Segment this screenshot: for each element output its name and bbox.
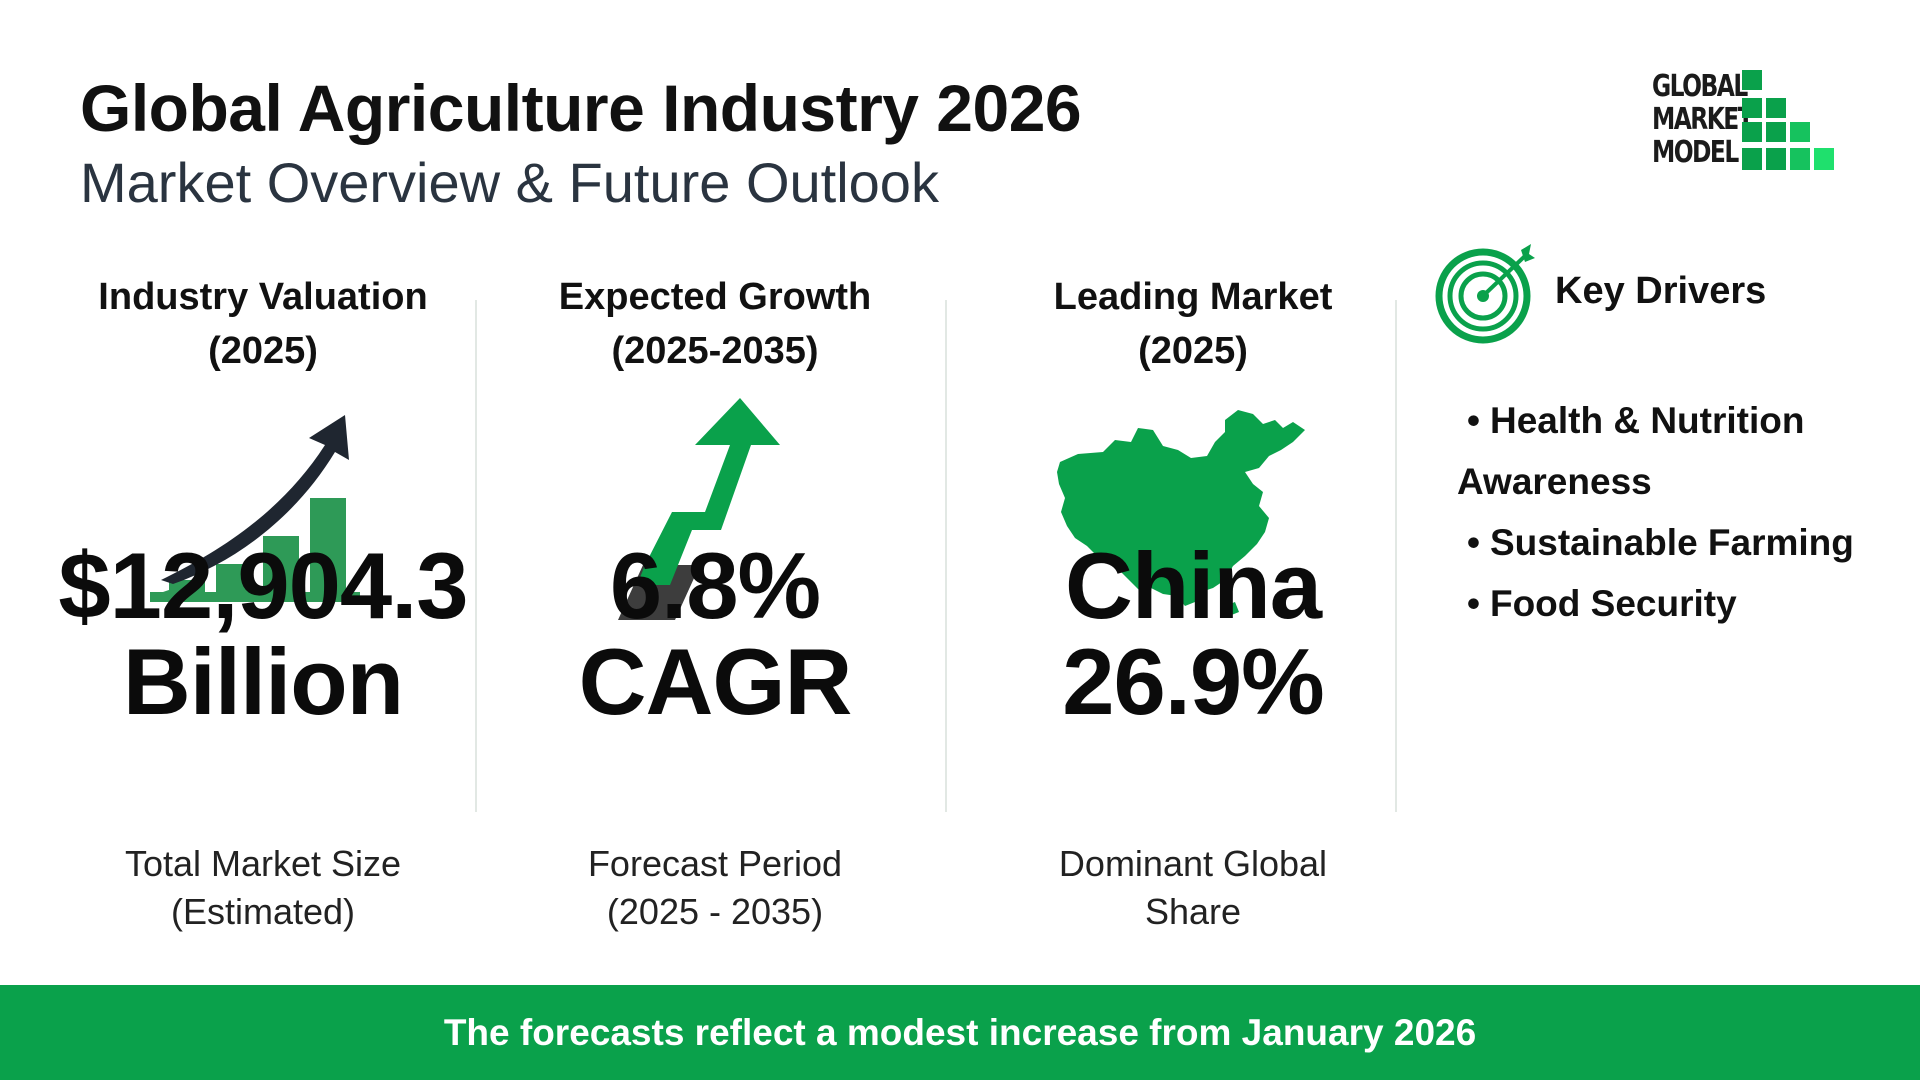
list-item: • Sustainable Farming [1467,522,1854,563]
growth-bar-chart-icon [150,415,360,602]
list-item: • Health & Nutrition [1467,400,1805,441]
key-drivers-heading: Key Drivers [1555,270,1767,312]
china-map-icon [1057,410,1305,616]
list-item: Awareness [1457,461,1652,502]
metric-caption: Total Market Size (Estimated) [124,843,402,932]
metric-value: China 26.9% [1062,533,1325,734]
divider [475,300,477,812]
metric-heading: Leading Market (2025) [1053,276,1333,372]
metric-heading: Industry Valuation (2025) [98,276,428,372]
footer-banner: The forecasts reflect a modest increase … [0,985,1920,1080]
metric-caption: Dominant Global Share [1058,843,1328,932]
metric-value: 6.8% CAGR [578,533,853,734]
brand-logo: GLOBAL MARKET MODEL [1620,69,1834,174]
up-arrow-icon [618,398,780,620]
metric-value: $12,904.3 Billion [58,533,468,734]
page-title: Global Agriculture Industry 2026 [80,71,1082,145]
divider [1395,300,1397,812]
logo-text: GLOBAL MARKET MODEL [1652,69,1754,170]
metric-valuation: Industry Valuation (2025) $12,904.3 Bill… [33,270,493,932]
metric-growth: Expected Growth (2025-2035) 6.8% CAGR Fo… [485,270,945,932]
logo-grid-icon [1742,70,1834,170]
metric-heading: Expected Growth (2025-2035) [558,276,872,372]
drivers-list: • Health & Nutrition Awareness • Sustainab… [1457,390,1897,634]
metric-caption: Forecast Period (2025 - 2035) [587,843,843,932]
footer-text: The forecasts reflect a modest increase … [443,1011,1477,1053]
divider [945,300,947,812]
list-item: • Food Security [1467,583,1737,624]
target-icon [1435,244,1535,344]
metric-leading-market: Leading Market (2025) China 26.9% Domina… [963,270,1423,932]
page-subtitle: Market Overview & Future Outlook [80,151,939,214]
